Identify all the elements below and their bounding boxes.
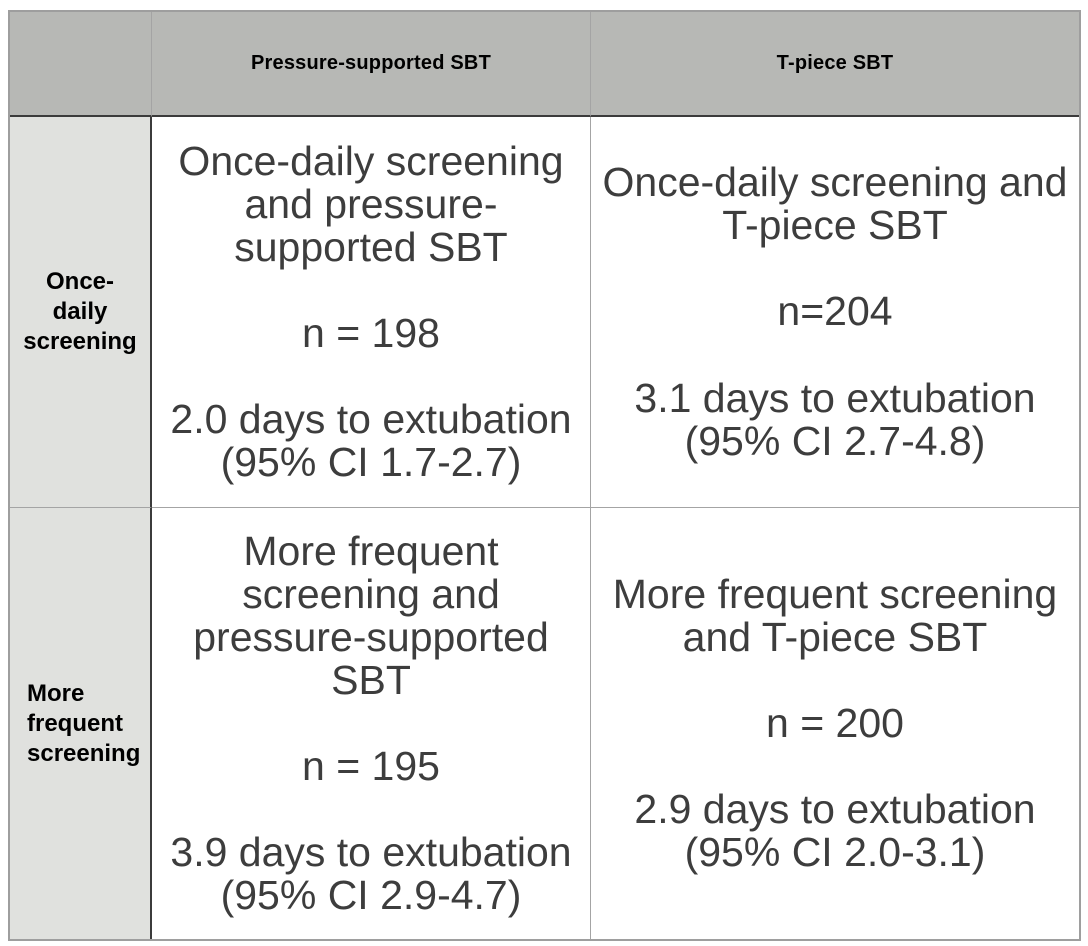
arm-title: Once-daily screening and pressure- suppo…: [178, 137, 564, 270]
arm-title: More frequent screening and T-piece SBT: [612, 570, 1058, 660]
outcome-days-to-extubation: 2.0 days to extubation (95% CI 1.7-2.7): [170, 396, 572, 486]
cell-more-frequent-pressure-supported: More frequent screening and pressure-sup…: [152, 508, 590, 939]
sample-size: n = 200: [766, 699, 904, 746]
column-header-t-piece-sbt: T-piece SBT: [590, 12, 1079, 117]
sample-size: n = 195: [302, 743, 440, 790]
sbt-2x2-table: Pressure-supported SBT T-piece SBT Once-…: [8, 10, 1081, 941]
arm-title: Once-daily screening and T-piece SBT: [602, 159, 1068, 249]
sample-size: n=204: [777, 288, 893, 335]
sample-size: n = 198: [302, 310, 440, 356]
outcome-days-to-extubation: 3.1 days to extubation (95% CI 2.7-4.8): [634, 374, 1036, 464]
outcome-days-to-extubation: 3.9 days to extubation (95% CI 2.9-4.7): [170, 829, 572, 919]
arm-title: More frequent screening and pressure-sup…: [193, 527, 549, 703]
cell-more-frequent-t-piece: More frequent screening and T-piece SBT …: [590, 508, 1079, 939]
row-header-once-daily-screening: Once- daily screening: [10, 117, 152, 508]
cell-once-daily-pressure-supported: Once-daily screening and pressure- suppo…: [152, 117, 590, 508]
row-header-more-frequent-screening: More frequent screening: [10, 508, 152, 939]
cell-once-daily-t-piece: Once-daily screening and T-piece SBT n=2…: [590, 117, 1079, 508]
column-header-pressure-supported-sbt: Pressure-supported SBT: [152, 12, 590, 117]
outcome-days-to-extubation: 2.9 days to extubation (95% CI 2.0-3.1): [634, 786, 1036, 876]
table-corner-cell: [10, 12, 152, 117]
